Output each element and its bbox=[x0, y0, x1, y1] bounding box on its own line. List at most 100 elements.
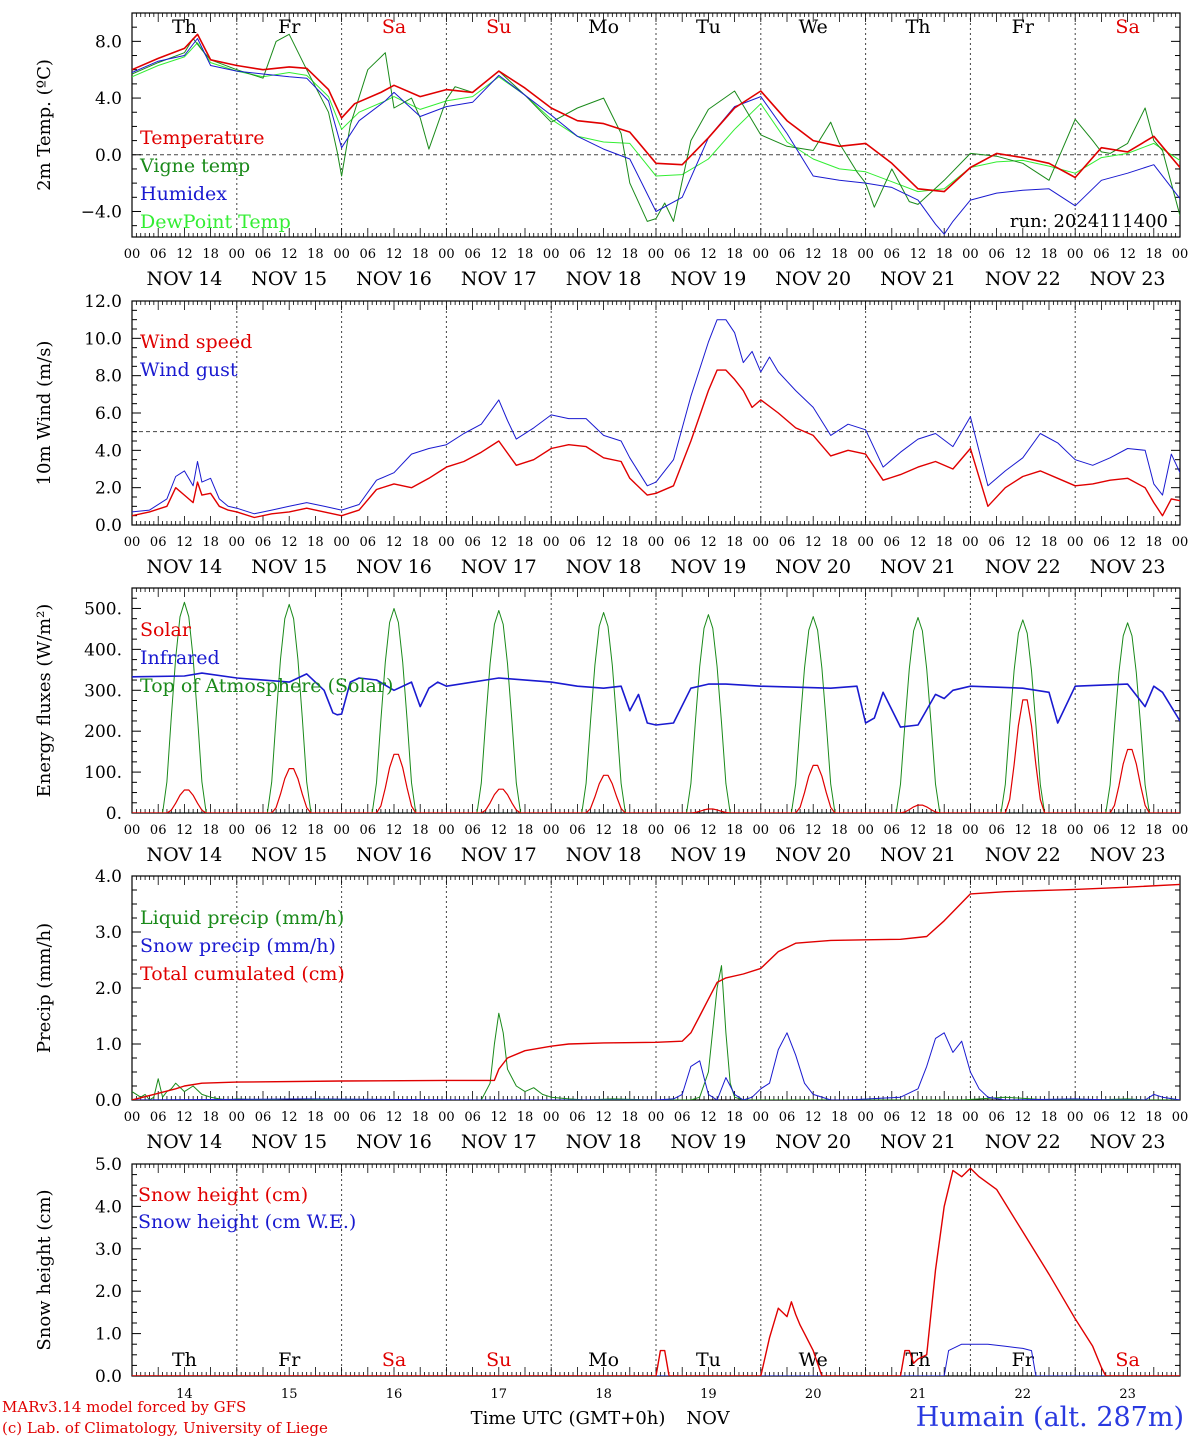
day-of-week-label: Sa bbox=[382, 16, 406, 38]
hour-tick-label: 00 bbox=[438, 823, 455, 838]
day-number-label: 15 bbox=[281, 1387, 298, 1402]
hour-tick-label: 18 bbox=[831, 535, 848, 550]
hour-tick-label: 06 bbox=[988, 1110, 1005, 1125]
hour-tick-label: 12 bbox=[910, 823, 927, 838]
y-tick-label: 0. bbox=[106, 804, 122, 824]
y-axis-label: 2m Temp. (ºC) bbox=[34, 59, 55, 191]
hour-tick-label: 18 bbox=[412, 247, 429, 262]
date-label: NOV 23 bbox=[1090, 556, 1166, 578]
series-solar bbox=[132, 699, 1180, 813]
y-tick-label: 4.0 bbox=[95, 867, 122, 887]
hour-tick-label: 12 bbox=[1119, 247, 1136, 262]
hour-tick-label: 18 bbox=[412, 823, 429, 838]
hour-tick-label: 18 bbox=[307, 1110, 324, 1125]
y-tick-label: 400. bbox=[84, 640, 122, 660]
hour-tick-label: 18 bbox=[622, 247, 639, 262]
hour-tick-label: 06 bbox=[1093, 535, 1110, 550]
hour-tick-label: 12 bbox=[281, 823, 298, 838]
panel-3: 0. 100. 200. 300. 400. 500. Energy fluxes (W/m… bbox=[34, 587, 1189, 866]
hour-tick-label: 00 bbox=[124, 823, 141, 838]
hour-tick-label: 18 bbox=[1146, 823, 1163, 838]
hour-tick-label: 12 bbox=[491, 1110, 508, 1125]
hour-tick-label: 12 bbox=[176, 823, 193, 838]
legend-entry: Humidex bbox=[140, 183, 227, 205]
hour-tick-label: 06 bbox=[1093, 1110, 1110, 1125]
date-label: NOV 17 bbox=[461, 556, 537, 578]
y-tick-label: 2.0 bbox=[95, 1282, 122, 1302]
hour-tick-label: 00 bbox=[1172, 1110, 1189, 1125]
day-of-week-label: Fr bbox=[278, 1349, 301, 1371]
day-of-week-label: Th bbox=[172, 1349, 197, 1371]
hour-tick-label: 06 bbox=[779, 1110, 796, 1125]
day-of-week-label: Mo bbox=[588, 16, 619, 38]
y-axis-label: Energy fluxes (W/m²) bbox=[34, 604, 55, 798]
hour-tick-label: 06 bbox=[674, 823, 691, 838]
hour-tick-label: 00 bbox=[753, 247, 770, 262]
hour-tick-label: 06 bbox=[255, 535, 272, 550]
hour-tick-label: 06 bbox=[779, 535, 796, 550]
y-tick-label: 200. bbox=[84, 722, 122, 742]
hour-tick-label: 00 bbox=[333, 247, 350, 262]
day-of-week-label: Th bbox=[906, 1349, 931, 1371]
hour-tick-label: 00 bbox=[229, 535, 246, 550]
series-wind-gust bbox=[132, 319, 1180, 515]
panel-1: −4.0 0.0 4.0 8.0 2m Temp. (ºC) 00 06 12 18 00 06 12… bbox=[34, 12, 1188, 290]
hour-tick-label: 18 bbox=[202, 823, 219, 838]
hour-tick-label: 00 bbox=[648, 823, 665, 838]
day-of-week-label: Th bbox=[172, 16, 197, 38]
day-number-label: 18 bbox=[595, 1387, 612, 1402]
lab-credit: (c) Lab. of Climatology, University of L… bbox=[2, 1419, 328, 1437]
hour-tick-label: 06 bbox=[255, 247, 272, 262]
date-label: NOV 20 bbox=[775, 268, 851, 290]
panel-4: 0.0 1.0 2.0 3.0 4.0 Precip (mm/h) 00 06 12 18 00 06… bbox=[34, 867, 1188, 1153]
date-label: NOV 17 bbox=[461, 1131, 537, 1153]
hour-tick-label: 00 bbox=[1172, 823, 1189, 838]
y-axis-label: Snow height (cm) bbox=[34, 1189, 55, 1350]
hour-tick-label: 18 bbox=[412, 1110, 429, 1125]
day-of-week-label: Fr bbox=[1012, 16, 1035, 38]
legend-entry: Total cumulated (cm) bbox=[140, 963, 345, 985]
date-label: NOV 22 bbox=[985, 268, 1061, 290]
date-label: NOV 21 bbox=[880, 268, 956, 290]
date-label: NOV 22 bbox=[985, 1131, 1061, 1153]
hour-tick-label: 00 bbox=[333, 1110, 350, 1125]
y-tick-label: 0.0 bbox=[95, 516, 122, 536]
x-axis-title: Time UTC (GMT+0h) bbox=[471, 1408, 666, 1429]
hour-tick-label: 06 bbox=[779, 247, 796, 262]
date-label: NOV 15 bbox=[251, 268, 327, 290]
hour-tick-label: 12 bbox=[805, 823, 822, 838]
date-label: NOV 15 bbox=[251, 1131, 327, 1153]
date-label: NOV 17 bbox=[461, 268, 537, 290]
hour-tick-label: 00 bbox=[333, 535, 350, 550]
hour-tick-label: 12 bbox=[1015, 1110, 1032, 1125]
date-label: NOV 19 bbox=[670, 1131, 746, 1153]
hour-tick-label: 06 bbox=[360, 247, 377, 262]
hour-tick-label: 00 bbox=[543, 247, 560, 262]
hour-tick-label: 18 bbox=[622, 823, 639, 838]
date-label: NOV 14 bbox=[146, 1131, 222, 1153]
hour-tick-label: 12 bbox=[700, 247, 717, 262]
hour-tick-label: 00 bbox=[648, 1110, 665, 1125]
hour-tick-label: 12 bbox=[281, 535, 298, 550]
date-label: NOV 21 bbox=[880, 1131, 956, 1153]
hour-tick-label: 06 bbox=[1093, 247, 1110, 262]
legend-entry: Wind gust bbox=[140, 359, 238, 381]
date-label: NOV 19 bbox=[670, 844, 746, 866]
legend-entry: DewPoint Temp bbox=[140, 211, 291, 233]
hour-tick-label: 00 bbox=[962, 247, 979, 262]
hour-tick-label: 00 bbox=[229, 823, 246, 838]
y-tick-label: 2.0 bbox=[95, 979, 122, 999]
date-label: NOV 15 bbox=[251, 556, 327, 578]
day-number-label: 21 bbox=[910, 1387, 927, 1402]
date-label: NOV 18 bbox=[566, 556, 642, 578]
y-tick-label: 300. bbox=[84, 681, 122, 701]
hour-tick-label: 06 bbox=[884, 247, 901, 262]
hour-tick-label: 12 bbox=[1015, 535, 1032, 550]
hour-tick-label: 00 bbox=[962, 1110, 979, 1125]
hour-tick-label: 18 bbox=[307, 535, 324, 550]
hour-tick-label: 00 bbox=[857, 1110, 874, 1125]
hour-tick-label: 00 bbox=[857, 535, 874, 550]
date-label: NOV 15 bbox=[251, 844, 327, 866]
hour-tick-label: 18 bbox=[622, 535, 639, 550]
